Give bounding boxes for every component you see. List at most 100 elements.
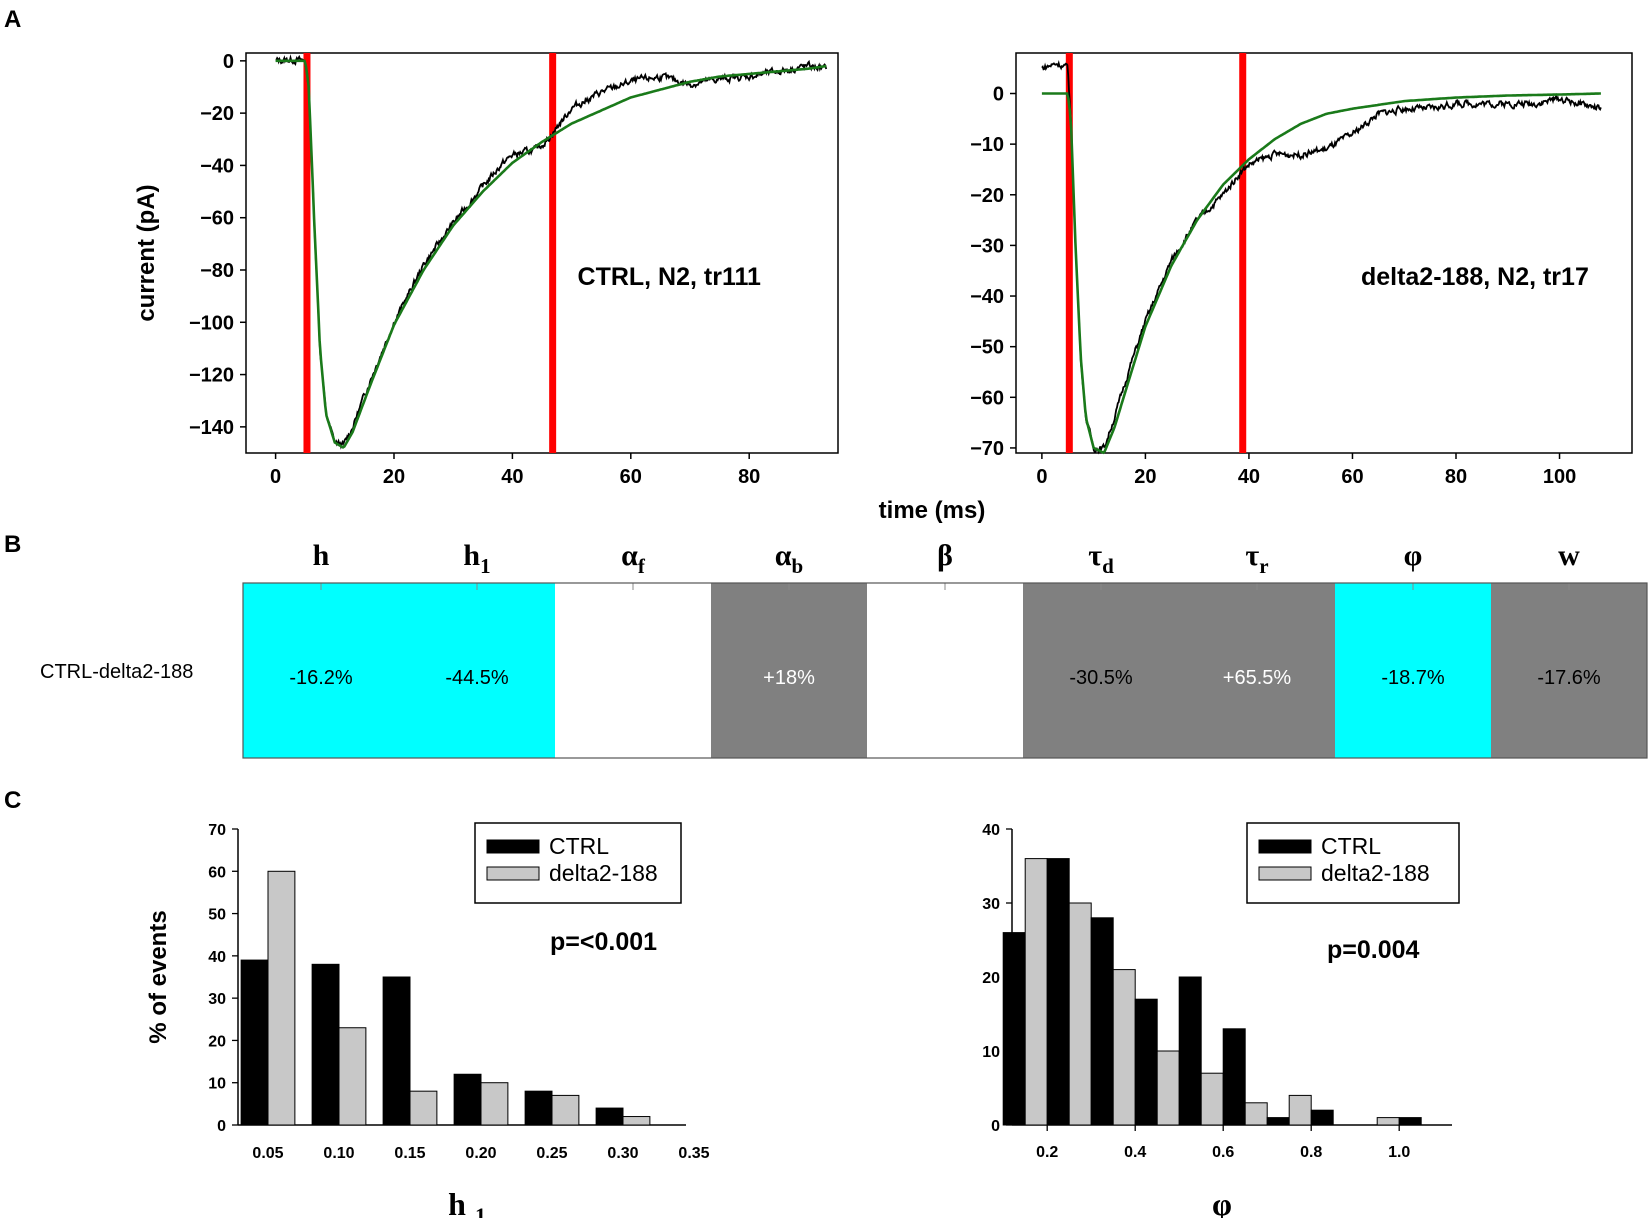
ctrl-bar bbox=[1046, 858, 1070, 1126]
table-border bbox=[242, 582, 1648, 759]
y-tick-label: −20 bbox=[200, 103, 234, 125]
ctrl-bar bbox=[1222, 1028, 1246, 1126]
parameter-header: w bbox=[1558, 539, 1580, 572]
parameter-header: αb bbox=[775, 539, 803, 578]
table-cell-white bbox=[555, 583, 712, 758]
x-tick-label: 0.05 bbox=[252, 1145, 283, 1162]
x-tick-label: 100 bbox=[1543, 466, 1576, 488]
y-tick-label: 50 bbox=[208, 907, 226, 924]
legend-label: delta2-188 bbox=[1321, 860, 1430, 886]
panel-b-parameter-table: h -16.2% h1 -44.5% αf αb +18% β τd -30.5% τr +65.5%… bbox=[40, 539, 1648, 759]
ctrl-bar bbox=[240, 959, 269, 1126]
delta2-bar bbox=[1244, 1102, 1268, 1126]
delta2-bar bbox=[1068, 902, 1092, 1126]
x-tick-label: 0.30 bbox=[607, 1145, 638, 1162]
parameter-header: h bbox=[313, 539, 330, 572]
parameter-header: β bbox=[937, 539, 953, 572]
table-cell-gray bbox=[1491, 583, 1648, 758]
delta2-bar bbox=[1156, 1050, 1180, 1126]
delta2-bar bbox=[1376, 1117, 1400, 1126]
x-axis-label: h bbox=[448, 1186, 466, 1218]
y-tick-label: 0 bbox=[223, 51, 234, 73]
ctrl-bar bbox=[1090, 917, 1114, 1126]
trace-annotation: delta2-188, N2, tr17 bbox=[1361, 263, 1589, 291]
y-tick-label: −60 bbox=[970, 387, 1004, 409]
x-tick-label: 0 bbox=[1036, 466, 1047, 488]
x-tick-label: 40 bbox=[501, 466, 523, 488]
y-tick-label: −20 bbox=[970, 185, 1004, 207]
parameter-header: τd bbox=[1088, 539, 1114, 578]
legend-label: CTRL bbox=[1321, 833, 1381, 859]
y-tick-label: 0 bbox=[993, 84, 1004, 106]
table-cell-cyan bbox=[399, 583, 556, 758]
table-cell-white bbox=[867, 583, 1024, 758]
plot-frame bbox=[245, 52, 839, 454]
ctrl-bar bbox=[1178, 976, 1202, 1126]
model-fit-line bbox=[1041, 92, 1601, 455]
delta2-bar bbox=[622, 1116, 651, 1126]
x-tick-label: 0.15 bbox=[394, 1145, 425, 1162]
ctrl-bar bbox=[1310, 1109, 1334, 1126]
parameter-change-value: +65.5% bbox=[1223, 667, 1292, 689]
model-fit-line bbox=[275, 59, 827, 449]
y-tick-label: −10 bbox=[970, 134, 1004, 156]
legend-swatch-ctrl bbox=[486, 839, 540, 854]
y-tick-label: 40 bbox=[982, 822, 1000, 839]
y-axis-label: current (pA) bbox=[133, 184, 160, 321]
x-tick-label: 0.10 bbox=[323, 1145, 354, 1162]
delta2-bar bbox=[267, 870, 296, 1126]
legend-label: CTRL bbox=[549, 833, 609, 859]
y-tick-label: −60 bbox=[200, 208, 234, 230]
parameter-header: τr bbox=[1245, 539, 1268, 578]
y-tick-label: 20 bbox=[208, 1033, 226, 1050]
y-tick-label: −140 bbox=[189, 417, 234, 439]
parameter-change-value: -16.2% bbox=[289, 667, 353, 689]
legend-swatch-ctrl bbox=[1258, 839, 1312, 854]
ctrl-bar bbox=[1398, 1117, 1422, 1126]
delta2-bar bbox=[409, 1090, 438, 1126]
panel-letter-b: B bbox=[4, 531, 21, 558]
x-tick-label: 60 bbox=[620, 466, 642, 488]
y-tick-label: −30 bbox=[970, 235, 1004, 257]
parameter-change-value: +18% bbox=[763, 667, 815, 689]
row-label: CTRL-delta2-188 bbox=[40, 661, 193, 683]
y-tick-label: 30 bbox=[982, 896, 1000, 913]
table-cell-gray bbox=[711, 583, 868, 758]
ctrl-bar bbox=[1002, 932, 1026, 1126]
recorded-trace-line bbox=[1041, 60, 1602, 455]
y-tick-label: 60 bbox=[208, 864, 226, 881]
chart-c-h1-histogram: 0 10 20 30 40 50 60 70 0.05 0.10 0.15 0.20 0.25 0.30 0… bbox=[145, 822, 710, 1218]
x-axis-label-subscript: 1 bbox=[475, 1203, 486, 1218]
table-cell-gray bbox=[1023, 583, 1180, 758]
y-tick-label: 40 bbox=[208, 949, 226, 966]
y-tick-label: 10 bbox=[982, 1044, 1000, 1061]
delta2-bar bbox=[1112, 969, 1136, 1126]
y-tick-label: 0 bbox=[217, 1118, 226, 1135]
panel-letter-c: C bbox=[4, 787, 21, 814]
ctrl-bar bbox=[1134, 998, 1158, 1126]
x-tick-label: 40 bbox=[1238, 466, 1260, 488]
trace-annotation: CTRL, N2, tr111 bbox=[578, 263, 761, 291]
legend-swatch-delta2 bbox=[1258, 866, 1312, 881]
y-tick-label: 0 bbox=[991, 1118, 1000, 1135]
x-tick-label: 60 bbox=[1341, 466, 1363, 488]
y-tick-label: 70 bbox=[208, 822, 226, 839]
y-tick-label: −50 bbox=[970, 337, 1004, 359]
ctrl-bar bbox=[524, 1090, 553, 1126]
y-tick-label: 10 bbox=[208, 1076, 226, 1093]
chart-a-delta2-trace: 0 20 40 60 80 100 0 −10 −20 −30 −40 −50 −60 −70 delta2… bbox=[970, 52, 1633, 488]
parameter-header: αf bbox=[621, 539, 646, 578]
plot-frame bbox=[1015, 52, 1633, 454]
panel-letter-a: A bbox=[4, 6, 21, 33]
parameter-change-value: -18.7% bbox=[1381, 667, 1445, 689]
legend-label: delta2-188 bbox=[549, 860, 658, 886]
p-value-annotation: p=<0.001 bbox=[550, 928, 657, 956]
y-tick-label: −120 bbox=[189, 365, 234, 387]
legend-box bbox=[474, 822, 682, 904]
legend-box bbox=[1246, 822, 1460, 904]
y-tick-label: 20 bbox=[982, 970, 1000, 987]
delta2-bar bbox=[1200, 1072, 1224, 1126]
ctrl-bar bbox=[1266, 1117, 1290, 1126]
